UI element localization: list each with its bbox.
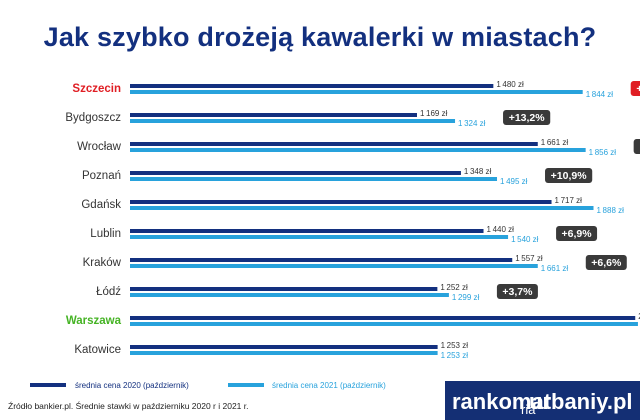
bar-2021 bbox=[130, 322, 638, 326]
value-label-2020: 1 717 zł bbox=[555, 196, 583, 205]
change-badge-label: +10,9% bbox=[551, 170, 588, 182]
category-label: Gdańsk bbox=[81, 199, 121, 211]
value-label-2020: 2 058 zł bbox=[638, 312, 640, 321]
legend-swatch-2021 bbox=[228, 383, 264, 387]
bar-2020 bbox=[130, 316, 636, 320]
change-badge bbox=[633, 139, 640, 154]
category-label: Łódź bbox=[96, 286, 121, 298]
value-label-2020: 1 661 zł bbox=[541, 138, 569, 147]
chart-title: Jak szybko drożeją kawalerki w miastach? bbox=[43, 22, 597, 52]
change-badge-label: +6,6% bbox=[591, 257, 622, 269]
change-badge-label: +24,5% bbox=[636, 83, 640, 95]
value-label-2021: 1 324 zł bbox=[458, 119, 486, 128]
logo-text-primary: rankomat bbox=[452, 389, 552, 414]
value-label-2020: 1 557 zł bbox=[515, 254, 543, 263]
value-label-2020: 1 480 zł bbox=[496, 80, 524, 89]
value-label-2021: 1 540 zł bbox=[511, 235, 539, 244]
change-badge bbox=[556, 226, 598, 241]
bar-2020 bbox=[130, 142, 538, 146]
legend-label-2021: średnia cena 2021 (październik) bbox=[272, 381, 386, 390]
logo-text-tertiary: ria bbox=[521, 402, 536, 417]
change-badge-label: +3,7% bbox=[502, 286, 533, 298]
change-badge bbox=[545, 168, 593, 183]
bar-2020 bbox=[130, 200, 552, 204]
value-label-2021: 1 253 zł bbox=[441, 351, 469, 360]
value-label-2021: 1 844 zł bbox=[586, 90, 614, 99]
category-label: Katowice bbox=[74, 344, 121, 356]
bar-2020 bbox=[130, 171, 461, 175]
bar-2020 bbox=[130, 84, 494, 88]
value-label-2021: 1 856 zł bbox=[589, 148, 617, 157]
change-badge bbox=[496, 284, 538, 299]
category-label: Bydgoszcz bbox=[65, 112, 121, 124]
logo-text-secondary: urbaniy.pl bbox=[529, 389, 633, 414]
value-label-2021: 1 661 zł bbox=[541, 264, 569, 273]
bar-2020 bbox=[130, 258, 513, 262]
value-label-2020: 1 252 zł bbox=[440, 283, 468, 292]
source-note: Źródło bankier.pl. Średnie stawki w paźd… bbox=[8, 401, 249, 411]
category-label: Lublin bbox=[90, 228, 121, 240]
value-label-2021: 1 495 zł bbox=[500, 177, 528, 186]
change-badge-label: +13,2% bbox=[509, 112, 546, 124]
category-label: Warszawa bbox=[66, 315, 122, 327]
bar-2021 bbox=[130, 264, 538, 268]
change-badge bbox=[585, 255, 627, 270]
bar-2021 bbox=[130, 235, 509, 239]
change-badge bbox=[503, 110, 551, 125]
value-label-2021: 1 299 zł bbox=[452, 293, 480, 302]
category-label: Kraków bbox=[83, 257, 122, 269]
bar-2021 bbox=[130, 148, 586, 152]
category-label: Szczecin bbox=[72, 83, 121, 95]
bar-2021 bbox=[130, 293, 449, 297]
bar-2020 bbox=[130, 113, 417, 117]
value-label-2020: 1 440 zł bbox=[487, 225, 515, 234]
legend-swatch-2020 bbox=[30, 383, 66, 387]
change-badge-label: +6,9% bbox=[562, 228, 593, 240]
value-label-2020: 1 169 zł bbox=[420, 109, 448, 118]
change-badge bbox=[630, 81, 640, 96]
bar-2020 bbox=[130, 345, 438, 349]
bar-2021 bbox=[130, 177, 498, 181]
rankomat-urbaniy-logo: rankomat urbaniy.pl ria bbox=[445, 381, 640, 420]
bar-2020 bbox=[130, 229, 484, 233]
value-label-2020: 1 253 zł bbox=[441, 341, 469, 350]
legend-label-2020: średnia cena 2020 (październik) bbox=[75, 381, 189, 390]
category-label: Wrocław bbox=[77, 141, 122, 153]
bar-chart: Szczecin 1 480 zł 1 844 zł +24,5% Bydgoszcz 1… bbox=[30, 80, 640, 390]
bar-2020 bbox=[130, 287, 438, 291]
bar-2021 bbox=[130, 351, 438, 355]
value-label-2021: 1 888 zł bbox=[597, 206, 625, 215]
category-label: Poznań bbox=[82, 170, 121, 182]
value-label-2020: 1 348 zł bbox=[464, 167, 492, 176]
bar-2021 bbox=[130, 119, 456, 123]
bar-2021 bbox=[130, 206, 594, 210]
bar-2021 bbox=[130, 90, 583, 94]
